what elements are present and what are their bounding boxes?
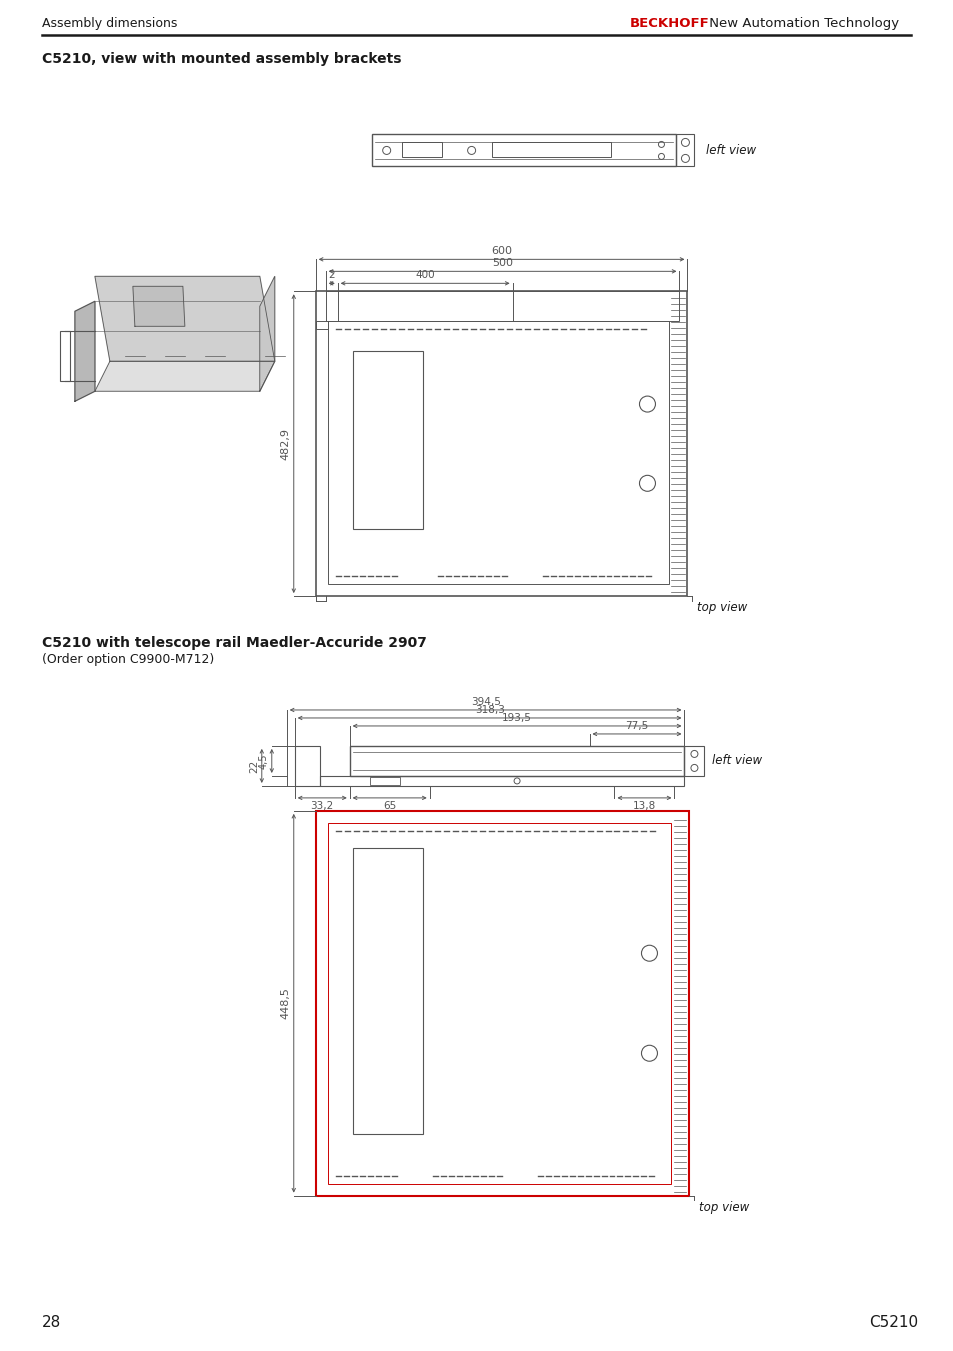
Bar xyxy=(325,292,679,322)
Bar xyxy=(294,746,319,786)
Bar xyxy=(676,135,694,166)
Bar xyxy=(60,331,70,381)
Text: 33,2: 33,2 xyxy=(311,801,334,811)
Bar xyxy=(401,142,441,158)
Bar xyxy=(370,777,399,785)
Text: 4,5: 4,5 xyxy=(258,753,269,769)
Text: New Automation Technology: New Automation Technology xyxy=(704,18,899,30)
Text: 77,5: 77,5 xyxy=(625,721,648,731)
Text: top view: top view xyxy=(699,1201,749,1213)
Text: 193,5: 193,5 xyxy=(501,713,532,723)
Text: top view: top view xyxy=(697,601,747,615)
Text: 13,8: 13,8 xyxy=(632,801,656,811)
Text: (Order option C9900-M712): (Order option C9900-M712) xyxy=(42,653,214,666)
Bar xyxy=(287,746,294,786)
Text: 65: 65 xyxy=(383,801,395,811)
Bar xyxy=(315,811,689,1196)
Polygon shape xyxy=(94,361,274,392)
Bar xyxy=(350,746,683,775)
Bar xyxy=(353,351,422,530)
Bar xyxy=(491,142,611,158)
Bar xyxy=(683,746,703,775)
Bar xyxy=(315,292,687,596)
Bar xyxy=(319,775,683,786)
Bar xyxy=(372,135,676,166)
Text: 22: 22 xyxy=(249,759,258,773)
Text: 394,5: 394,5 xyxy=(470,697,500,707)
Text: left view: left view xyxy=(712,754,761,767)
Text: C5210: C5210 xyxy=(868,1315,918,1329)
Polygon shape xyxy=(75,301,94,401)
Text: BECKHOFF: BECKHOFF xyxy=(629,18,708,30)
Polygon shape xyxy=(259,277,274,392)
Text: 500: 500 xyxy=(492,258,513,269)
Text: 28: 28 xyxy=(42,1315,61,1329)
Text: 448,5: 448,5 xyxy=(280,988,291,1019)
Text: 600: 600 xyxy=(491,246,512,257)
Bar xyxy=(328,322,669,584)
Bar xyxy=(353,848,422,1133)
Text: C5210, view with mounted assembly brackets: C5210, view with mounted assembly bracke… xyxy=(42,51,401,65)
Text: 2: 2 xyxy=(328,270,335,280)
Text: Assembly dimensions: Assembly dimensions xyxy=(42,18,177,30)
Polygon shape xyxy=(94,277,274,361)
Text: 482,9: 482,9 xyxy=(280,428,291,459)
Text: left view: left view xyxy=(705,145,756,157)
Polygon shape xyxy=(132,286,185,327)
Text: 400: 400 xyxy=(415,270,435,280)
Bar xyxy=(315,322,328,330)
Text: C5210 with telescope rail Maedler-Accuride 2907: C5210 with telescope rail Maedler-Accuri… xyxy=(42,636,426,650)
Text: 318,3: 318,3 xyxy=(475,705,504,715)
Bar xyxy=(328,823,671,1183)
